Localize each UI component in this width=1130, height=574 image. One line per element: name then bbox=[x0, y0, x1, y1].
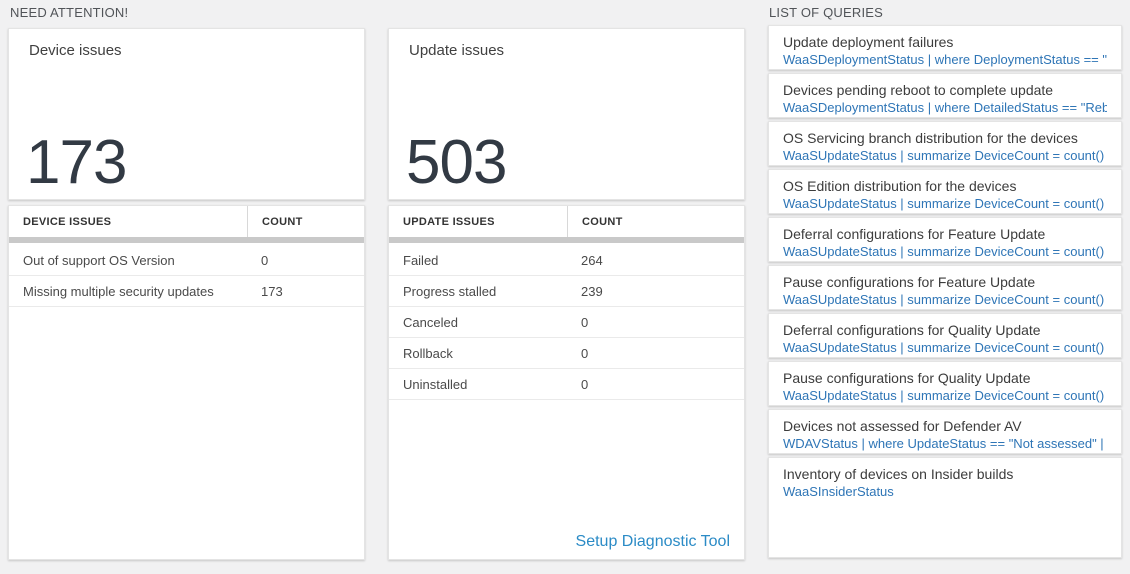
device-issues-table-body: Out of support OS Version 0 Missing mult… bbox=[9, 243, 364, 307]
issue-count: 0 bbox=[581, 345, 589, 361]
table-row: Uninstalled 0 bbox=[389, 369, 744, 400]
device-issues-table-header: DEVICE ISSUES COUNT bbox=[9, 206, 364, 237]
query-title: Update deployment failures bbox=[783, 34, 954, 50]
update-issues-column-header: UPDATE ISSUES bbox=[403, 215, 495, 228]
table-row: Failed 264 bbox=[389, 245, 744, 276]
query-code-link[interactable]: WaaSUpdateStatus | summarize DeviceCount… bbox=[783, 340, 1107, 355]
query-list-item[interactable]: Devices not assessed for Defender AV WDA… bbox=[768, 409, 1122, 454]
issue-count: 0 bbox=[581, 376, 589, 392]
device-issues-column-header: DEVICE ISSUES bbox=[23, 215, 112, 228]
issue-label: Progress stalled bbox=[403, 283, 497, 299]
issue-label: Canceled bbox=[403, 314, 458, 330]
query-code-link[interactable]: WaaSDeploymentStatus | where DetailedSta… bbox=[783, 100, 1107, 115]
query-code-link[interactable]: WaaSUpdateStatus | summarize DeviceCount… bbox=[783, 196, 1107, 211]
query-title: Pause configurations for Quality Update bbox=[783, 370, 1031, 386]
query-code-link[interactable]: WaaSInsiderStatus bbox=[783, 484, 894, 499]
update-issues-table: UPDATE ISSUES COUNT Failed 264 Progress … bbox=[388, 205, 745, 560]
query-list: Update deployment failures WaaSDeploymen… bbox=[768, 25, 1122, 558]
update-issues-count: 503 bbox=[406, 127, 507, 197]
issue-count: 0 bbox=[261, 252, 269, 268]
issue-count: 239 bbox=[581, 283, 603, 299]
list-of-queries-header: LIST OF QUERIES bbox=[769, 5, 884, 20]
issue-count: 0 bbox=[581, 314, 589, 330]
query-title: Pause configurations for Feature Update bbox=[783, 274, 1036, 290]
query-list-item[interactable]: Pause configurations for Quality Update … bbox=[768, 361, 1122, 406]
need-attention-header: NEED ATTENTION! bbox=[10, 5, 129, 20]
query-title: Devices not assessed for Defender AV bbox=[783, 418, 1022, 434]
setup-diagnostic-tool-link[interactable]: Setup Diagnostic Tool bbox=[575, 533, 730, 550]
update-issues-table-body: Failed 264 Progress stalled 239 Canceled… bbox=[389, 243, 744, 400]
table-row: Canceled 0 bbox=[389, 307, 744, 338]
query-title: OS Edition distribution for the devices bbox=[783, 178, 1017, 194]
device-issues-column: Device issues 173 DEVICE ISSUES COUNT Ou… bbox=[8, 28, 365, 560]
table-row: Rollback 0 bbox=[389, 338, 744, 369]
query-list-item[interactable]: Pause configurations for Feature Update … bbox=[768, 265, 1122, 310]
update-issues-tile-title: Update issues bbox=[409, 42, 505, 59]
issue-label: Out of support OS Version bbox=[23, 252, 175, 268]
query-code-link[interactable]: WDAVStatus | where UpdateStatus == "Not … bbox=[783, 436, 1107, 451]
device-issues-tile[interactable]: Device issues 173 bbox=[8, 28, 365, 200]
device-issues-tile-title: Device issues bbox=[29, 42, 122, 59]
query-title: Devices pending reboot to complete updat… bbox=[783, 82, 1054, 98]
horizontal-scrollbar[interactable] bbox=[389, 237, 744, 243]
query-list-item[interactable]: OS Edition distribution for the devices … bbox=[768, 169, 1122, 214]
device-issues-count: 173 bbox=[26, 127, 127, 197]
issue-label: Uninstalled bbox=[403, 376, 468, 392]
query-list-item[interactable]: Inventory of devices on Insider builds W… bbox=[768, 457, 1122, 558]
update-issues-tile[interactable]: Update issues 503 bbox=[388, 28, 745, 200]
table-row: Missing multiple security updates 173 bbox=[9, 276, 364, 307]
query-code-link[interactable]: WaaSDeploymentStatus | where DeploymentS… bbox=[783, 52, 1107, 67]
query-code-link[interactable]: WaaSUpdateStatus | summarize DeviceCount… bbox=[783, 292, 1107, 307]
query-list-item[interactable]: Devices pending reboot to complete updat… bbox=[768, 73, 1122, 118]
issue-label: Failed bbox=[403, 252, 439, 268]
update-issues-table-header: UPDATE ISSUES COUNT bbox=[389, 206, 744, 237]
query-title: OS Servicing branch distribution for the… bbox=[783, 130, 1078, 146]
issue-label: Missing multiple security updates bbox=[23, 283, 214, 299]
count-column-header: COUNT bbox=[567, 206, 744, 237]
query-title: Inventory of devices on Insider builds bbox=[783, 466, 1014, 482]
query-code-link[interactable]: WaaSUpdateStatus | summarize DeviceCount… bbox=[783, 148, 1107, 163]
query-list-item[interactable]: Update deployment failures WaaSDeploymen… bbox=[768, 25, 1122, 70]
count-column-header: COUNT bbox=[247, 206, 364, 237]
query-title: Deferral configurations for Feature Upda… bbox=[783, 226, 1046, 242]
query-list-item[interactable]: OS Servicing branch distribution for the… bbox=[768, 121, 1122, 166]
issue-count: 264 bbox=[581, 252, 603, 268]
horizontal-scrollbar[interactable] bbox=[9, 237, 364, 243]
issue-label: Rollback bbox=[403, 345, 453, 361]
table-row: Out of support OS Version 0 bbox=[9, 245, 364, 276]
update-issues-column: Update issues 503 UPDATE ISSUES COUNT Fa… bbox=[388, 28, 745, 560]
query-list-item[interactable]: Deferral configurations for Quality Upda… bbox=[768, 313, 1122, 358]
query-list-item[interactable]: Deferral configurations for Feature Upda… bbox=[768, 217, 1122, 262]
table-row: Progress stalled 239 bbox=[389, 276, 744, 307]
query-title: Deferral configurations for Quality Upda… bbox=[783, 322, 1041, 338]
query-code-link[interactable]: WaaSUpdateStatus | summarize DeviceCount… bbox=[783, 244, 1107, 259]
issue-count: 173 bbox=[261, 283, 283, 299]
query-code-link[interactable]: WaaSUpdateStatus | summarize DeviceCount… bbox=[783, 388, 1107, 403]
device-issues-table: DEVICE ISSUES COUNT Out of support OS Ve… bbox=[8, 205, 365, 560]
